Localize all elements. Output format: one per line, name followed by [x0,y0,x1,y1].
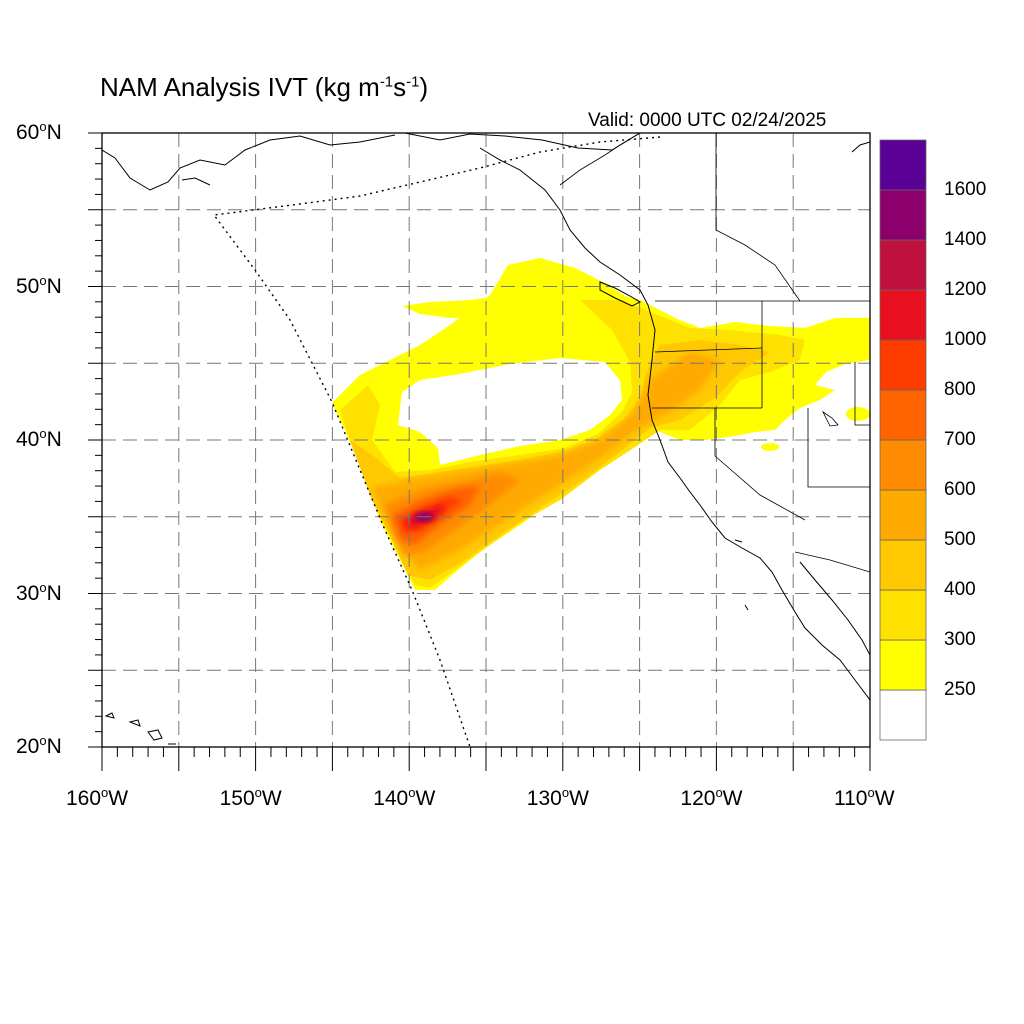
state-border-nv-ut [807,408,870,488]
lakes [821,410,839,427]
east-coastline-north [851,141,870,153]
latitude-label: 50oN [16,272,62,298]
longitude-label: 120oW [680,785,743,810]
vancouver-island [599,281,642,307]
colorbar-label: 600 [944,479,976,500]
colorbar-label: 700 [944,429,976,450]
alaska-canada-border [559,133,641,186]
longitude-label: 160oW [66,785,129,810]
colorbar-swatch [879,289,927,341]
colorbar-label: 500 [944,529,976,550]
longitude-label: 110oW [834,785,895,810]
latitude-label: 30oN [16,579,62,605]
chart-title: NAM Analysis IVT (kg m-1s-1) [100,72,429,102]
longitude-label: 130oW [526,785,589,810]
baja-gulf-coast [799,561,870,656]
colorbar-label: 1000 [944,329,987,350]
ivt-250-spot [761,443,779,451]
ivt-shading [332,258,870,590]
colorbar-swatch [879,239,927,291]
canada-province-border [715,133,801,302]
colorbar-swatch [879,389,927,441]
colorbar-swatch [879,689,927,741]
colorbar-label: 1400 [944,229,987,250]
colorbar-swatch [879,639,927,691]
colorbar-label: 1600 [944,179,987,200]
nam-domain-boundary [212,136,661,747]
colorbar-swatch [879,589,927,641]
colorbar-swatch [879,489,927,541]
colorbar-swatch [879,539,927,591]
latitude-label: 40oN [16,426,62,451]
colorbar-swatch [879,339,927,391]
longitude-label: 150oW [219,785,282,810]
ivt-250-spot [846,407,870,421]
longitude-label: 140oW [373,785,436,810]
axis-ticks [88,132,871,771]
colorbar-swatch [879,139,927,191]
latitude-label: 20oN [16,733,62,758]
colorbar [879,139,927,741]
state-border-ca-nv [714,408,806,521]
channel-islands [734,539,749,611]
state-border-east [854,362,870,426]
alaska-islands [104,177,211,745]
colorbar-swatch [879,439,927,491]
graticule [102,133,870,747]
us-mexico-border [794,551,870,573]
colorbar-swatch [879,189,927,241]
valid-time: Valid: 0000 UTC 02/24/2025 [588,110,827,131]
lake-outline [821,410,839,427]
colorbar-label: 400 [944,579,976,600]
colorbar-label: 250 [944,679,976,700]
colorbar-label: 1200 [944,279,987,300]
colorbar-label: 800 [944,379,976,400]
latitude-label: 60oN [16,119,62,144]
alaska-coast [102,134,396,191]
north-america-west-coast [404,133,870,701]
colorbar-label: 300 [944,629,976,650]
ivt-250-secondary [402,296,500,318]
political-borders [559,133,870,573]
state-border-wa-or [654,347,763,353]
coastlines [102,133,870,745]
